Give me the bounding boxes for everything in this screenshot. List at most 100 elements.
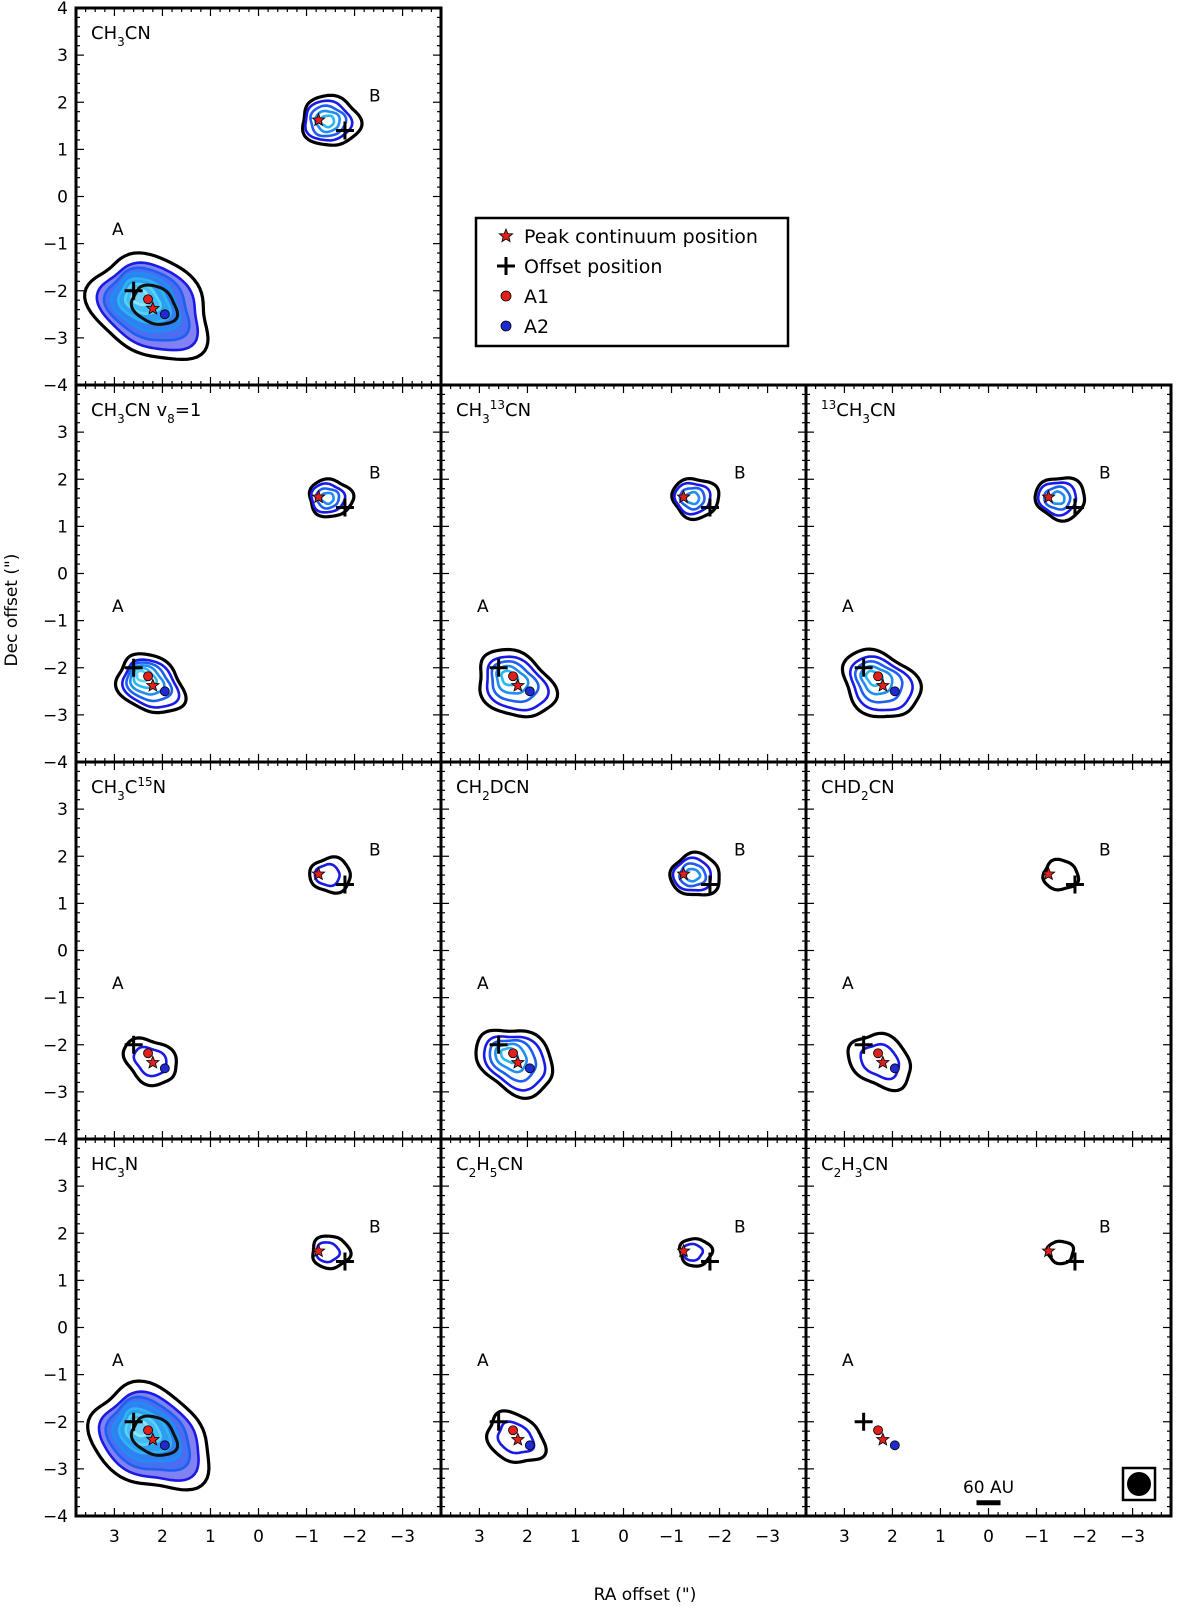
panel-ch3cn-v8: A B 3 2 1 0 −1 −2 −3 −4 CH3CN v8=1 xyxy=(43,383,443,773)
y-tick-label: −1 xyxy=(43,989,68,1009)
x-tick-label: 3 xyxy=(839,1527,850,1547)
y-tick-label: −2 xyxy=(43,1413,68,1433)
y-tick-label: −1 xyxy=(43,235,68,255)
ticks xyxy=(805,384,1171,763)
x-tick-label: 0 xyxy=(253,1527,264,1547)
contour-a-level xyxy=(859,664,894,696)
y-tick-label: 2 xyxy=(57,1224,68,1244)
contour-b-outer xyxy=(668,850,721,897)
offset-position-marker xyxy=(1065,875,1084,894)
contour-b-level xyxy=(309,482,347,514)
x-tick-label: 2 xyxy=(887,1527,898,1547)
plot-area xyxy=(83,93,364,362)
offset-position-marker xyxy=(854,1412,873,1431)
peak-continuum-marker xyxy=(510,1055,526,1069)
panel-13ch3cn: A B 13CH3CN xyxy=(804,383,1173,764)
ticks xyxy=(75,1138,441,1517)
panel-ch3cn: A B 4 3 2 1 0 −1 −2 −3 −4 CH3CN xyxy=(43,0,443,396)
source-label-a: A xyxy=(842,597,854,617)
panel-title: CHD2CN xyxy=(821,777,895,803)
source-label-b: B xyxy=(734,1217,746,1237)
plot-area xyxy=(846,857,1084,1093)
plot-area xyxy=(121,855,354,1088)
y-tick-label: −3 xyxy=(43,329,68,349)
ticks xyxy=(805,1138,1171,1517)
y-tick-label: 2 xyxy=(57,470,68,490)
contour-a-outer xyxy=(86,1379,211,1492)
contour-b-level xyxy=(1036,481,1078,517)
panels-grid: A B 4 3 2 1 0 −1 −2 −3 −4 CH3CN A B 3 2 1 0 −1 −2 −3 −4 CH3CN … xyxy=(43,0,1173,1547)
y-tick-label: 1 xyxy=(57,140,68,160)
contour-a-level xyxy=(495,664,530,695)
y-tick-label: 4 xyxy=(57,0,68,19)
peak-continuum-marker xyxy=(311,489,326,504)
x-tick-label: 1 xyxy=(935,1527,946,1547)
x-tick-label: 0 xyxy=(618,1527,629,1547)
x-tick-label: −2 xyxy=(342,1527,367,1547)
legend-dot-icon xyxy=(500,290,512,302)
y-tick-label: 1 xyxy=(57,517,68,537)
y-axis-label: Dec offset (") xyxy=(2,554,22,667)
legend-label: Offset position xyxy=(524,256,662,278)
peak-continuum-marker xyxy=(311,866,326,881)
y-tick-label: −1 xyxy=(43,612,68,632)
peak-continuum-marker xyxy=(311,1243,326,1258)
legend: Peak continuum position Offset position A1… xyxy=(474,216,790,348)
contour-a-outer xyxy=(478,647,560,719)
plot-area xyxy=(86,1234,354,1492)
source-label-b: B xyxy=(369,463,381,483)
peak-continuum-marker xyxy=(145,1432,161,1446)
y-tick-label: 0 xyxy=(57,188,68,208)
y-tick-label: 2 xyxy=(57,847,68,867)
source-label-b: B xyxy=(1099,840,1111,860)
y-tick-label: 0 xyxy=(57,942,68,962)
source-label-a: A xyxy=(112,597,124,617)
legend-star-icon xyxy=(498,227,514,243)
contour-b-outer xyxy=(670,476,721,522)
panel-c2h5cn: A B 3 2 1 0 −1 −2 −3 C2H5CN xyxy=(439,1137,808,1547)
legend-label: A1 xyxy=(524,286,549,308)
beam-marker xyxy=(1121,1466,1157,1502)
x-tick-label: −3 xyxy=(755,1527,780,1547)
source-label-a: A xyxy=(477,1351,489,1371)
y-tick-label: −1 xyxy=(43,1366,68,1386)
a1-marker xyxy=(873,1048,883,1059)
peak-continuum-marker xyxy=(311,112,326,127)
panel-title: CH3C15N xyxy=(91,775,166,803)
offset-position-marker xyxy=(489,1412,508,1431)
legend-label: A2 xyxy=(524,316,549,338)
offset-position-marker xyxy=(700,1252,719,1271)
y-tick-label: 1 xyxy=(57,1271,68,1291)
contour-a-level xyxy=(490,659,540,704)
offset-position-marker xyxy=(700,875,719,894)
x-tick-label: −1 xyxy=(1024,1527,1049,1547)
contour-a-level xyxy=(120,658,181,709)
offset-position-marker xyxy=(489,658,508,677)
contour-a-level xyxy=(125,661,174,703)
offset-position-marker xyxy=(1065,1252,1084,1271)
x-axis-label: RA offset (") xyxy=(594,1585,697,1605)
legend-entry: A2 xyxy=(500,316,549,338)
contour-a-level xyxy=(482,1035,547,1092)
plot-area xyxy=(474,850,721,1100)
source-label-a: A xyxy=(112,220,124,240)
panel-title: CH2DCN xyxy=(456,777,530,803)
source-label-b: B xyxy=(369,86,381,106)
peak-continuum-marker xyxy=(875,678,891,692)
source-label-b: B xyxy=(734,463,746,483)
legend-entry: A1 xyxy=(500,286,549,308)
a2-marker xyxy=(524,1440,535,1451)
panel-ch2dcn: A B CH2DCN xyxy=(439,760,808,1141)
peak-continuum-marker xyxy=(510,678,526,692)
x-tick-label: −2 xyxy=(707,1527,732,1547)
x-tick-label: 0 xyxy=(983,1527,994,1547)
y-tick-label: −3 xyxy=(43,1460,68,1480)
y-tick-label: −3 xyxy=(43,1083,68,1103)
a1-marker xyxy=(508,671,518,682)
x-tick-label: −3 xyxy=(390,1527,415,1547)
legend-box xyxy=(474,216,790,348)
offset-position-marker xyxy=(700,498,719,517)
a1-marker xyxy=(143,1048,153,1059)
source-label-a: A xyxy=(842,1351,854,1371)
